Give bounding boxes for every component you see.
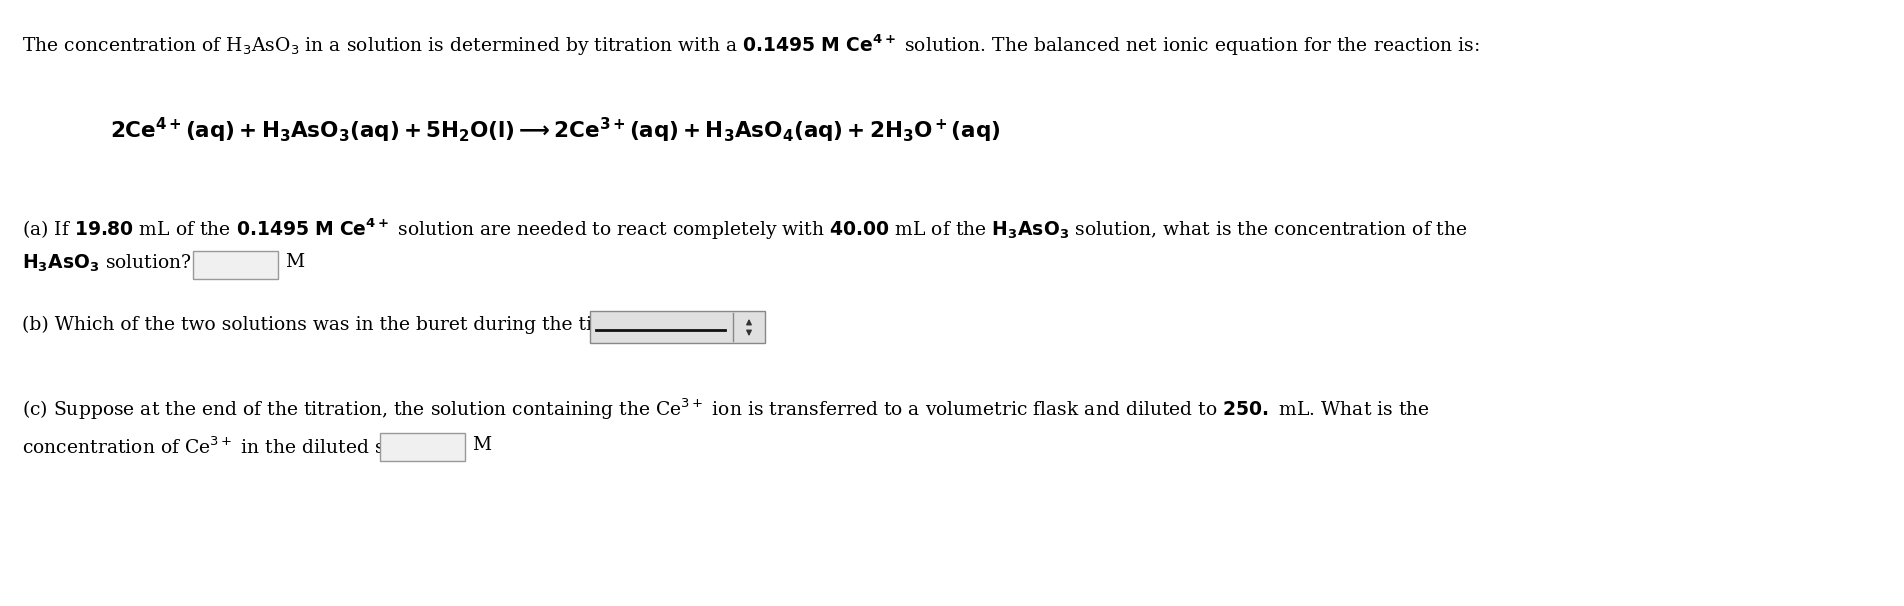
Text: M: M bbox=[472, 436, 491, 454]
Text: M: M bbox=[286, 253, 305, 271]
Text: The concentration of H$_3$AsO$_3$ in a solution is determined by titration with : The concentration of H$_3$AsO$_3$ in a s… bbox=[23, 33, 1479, 59]
Text: (b) Which of the two solutions was in the buret during the titration?: (b) Which of the two solutions was in th… bbox=[23, 316, 666, 335]
Text: concentration of Ce$^{3+}$ in the diluted solution?: concentration of Ce$^{3+}$ in the dilute… bbox=[23, 436, 461, 458]
Text: $\mathbf{H_3AsO_3}$ solution?: $\mathbf{H_3AsO_3}$ solution? bbox=[23, 253, 192, 275]
Bar bbox=[192, 251, 278, 279]
Text: (c) Suppose at the end of the titration, the solution containing the Ce$^{3+}$ i: (c) Suppose at the end of the titration,… bbox=[23, 396, 1430, 422]
Bar bbox=[381, 433, 465, 461]
Text: $\mathbf{2Ce^{4+}(aq) + H_3AsO_3(aq) + 5H_2O(l)\longrightarrow 2Ce^{3+}(aq) + H_: $\mathbf{2Ce^{4+}(aq) + H_3AsO_3(aq) + 5… bbox=[110, 116, 1002, 145]
Text: (a) If $\mathbf{19.80}$ mL of the $\mathbf{0.1495\ M\ Ce^{4+}}$ solution are nee: (a) If $\mathbf{19.80}$ mL of the $\math… bbox=[23, 216, 1468, 242]
Bar bbox=[590, 311, 765, 343]
